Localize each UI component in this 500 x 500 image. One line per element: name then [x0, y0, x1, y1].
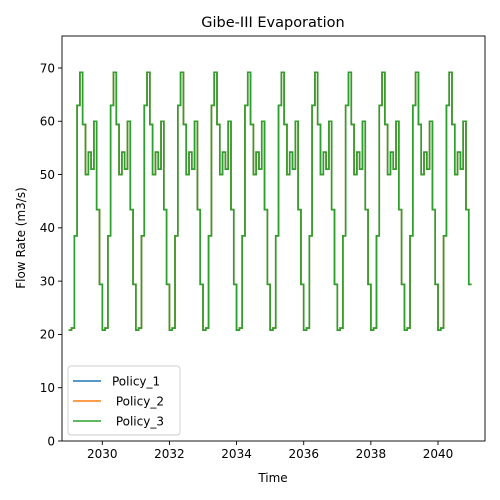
chart-title: Gibe-III Evaporation: [201, 15, 344, 31]
x-tick-label: 2038: [356, 447, 387, 461]
x-tick-label: 2030: [87, 447, 118, 461]
y-tick-label: 20: [40, 328, 55, 342]
x-tick-label: 2032: [154, 447, 185, 461]
y-tick-label: 0: [47, 434, 55, 448]
x-axis-label: Time: [257, 471, 287, 485]
y-axis-label: Flow Rate (m3/s): [14, 187, 28, 289]
legend-label: Policy_3: [112, 414, 164, 428]
y-tick-label: 60: [40, 115, 55, 129]
legend: Policy_1 Policy_2 Policy_3: [68, 366, 180, 435]
y-axis: 0 10 20 30 40 50 60 70: [40, 61, 62, 448]
y-tick-label: 10: [40, 381, 55, 395]
y-tick-label: 70: [40, 61, 55, 75]
x-tick-label: 2036: [288, 447, 319, 461]
y-tick-label: 50: [40, 168, 55, 182]
series-layer: [69, 72, 472, 330]
legend-label: Policy_2: [112, 394, 164, 408]
y-tick-label: 40: [40, 221, 55, 235]
series-line-policy-3: [69, 72, 472, 330]
legend-label: Policy_1: [112, 374, 160, 388]
x-tick-label: 2040: [423, 447, 454, 461]
y-tick-label: 30: [40, 274, 55, 288]
x-axis: 2030 2032 2034 2036 2038 2040: [87, 441, 453, 461]
x-tick-label: 2034: [221, 447, 252, 461]
